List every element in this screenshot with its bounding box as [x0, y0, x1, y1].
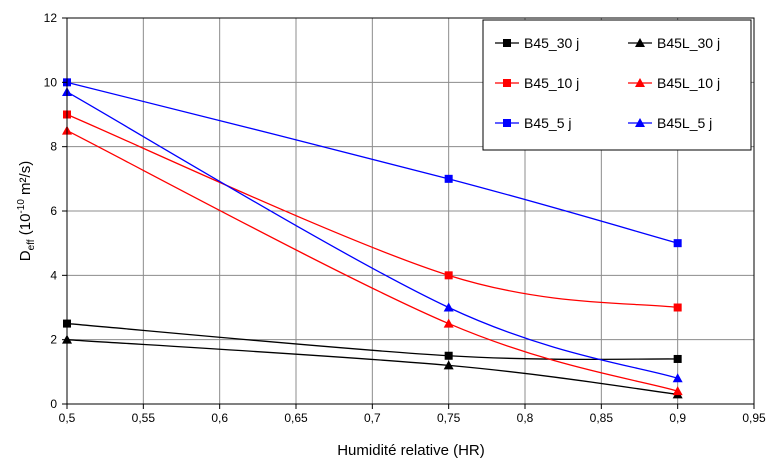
- y-axis-title-sup: -10: [16, 199, 27, 214]
- legend-marker: [635, 78, 645, 87]
- legend-item: B45L_30 j: [628, 35, 720, 51]
- legend-label: B45L_30 j: [657, 35, 720, 51]
- legend-label: B45_10 j: [524, 75, 579, 91]
- data-point: [673, 239, 682, 248]
- x-tick-label: 0,6: [211, 411, 228, 425]
- data-point: [443, 302, 454, 312]
- series-line: [66, 91, 678, 379]
- x-tick-label: 0,75: [437, 411, 461, 425]
- series-group: [62, 78, 683, 399]
- legend-item: B45_30 j: [495, 35, 579, 51]
- tick-labels: 0,5 0,55 0,6 0,65 0,7 0,75 0,8 0,85 0,9 0,95 0 2 4 6 8…: [44, 11, 766, 425]
- legend-marker: [503, 39, 511, 47]
- series-line: [66, 130, 678, 392]
- legend-marker: [635, 38, 645, 47]
- y-tick-label: 6: [50, 204, 57, 218]
- series-line: [66, 81, 678, 244]
- y-axis-title-unit: m²/s): [17, 161, 34, 199]
- y-tick-label: 0: [50, 397, 57, 411]
- legend-marker: [503, 119, 511, 127]
- y-tick-label: 10: [44, 75, 58, 89]
- data-point: [444, 174, 453, 183]
- series-line: [66, 113, 678, 309]
- y-axis-title-main: D: [17, 250, 34, 261]
- legend-marker: [635, 118, 645, 127]
- x-tick-label: 0,5: [59, 411, 76, 425]
- data-point: [443, 318, 454, 328]
- legend-marker: [503, 79, 511, 87]
- data-point: [673, 303, 682, 312]
- x-tick-label: 0,55: [132, 411, 156, 425]
- x-tick-label: 0,8: [517, 411, 534, 425]
- legend-label: B45L_5 j: [657, 115, 712, 131]
- y-axis-title: Deff (10-10 m²/s): [16, 161, 37, 261]
- x-axis-title: Humidité relative (HR): [337, 442, 485, 459]
- y-tick-label: 4: [50, 268, 57, 282]
- legend-label: B45_5 j: [524, 115, 571, 131]
- series-line: [66, 339, 678, 395]
- x-tick-label: 0,65: [284, 411, 308, 425]
- legend-item: B45_5 j: [495, 115, 571, 131]
- legend-item: B45L_5 j: [628, 115, 712, 131]
- data-point: [672, 386, 683, 396]
- data-point: [443, 360, 454, 370]
- legend-item: B45_10 j: [495, 75, 579, 91]
- x-tick-label: 0,9: [669, 411, 686, 425]
- y-axis-title-sub: eff: [26, 239, 37, 250]
- legend-label: B45_30 j: [524, 35, 579, 51]
- legend-label: B45L_10 j: [657, 75, 720, 91]
- series-line: [66, 322, 678, 361]
- x-tick-label: 0,95: [742, 411, 766, 425]
- y-tick-label: 12: [44, 11, 58, 25]
- x-tick-label: 0,7: [364, 411, 381, 425]
- data-point: [444, 351, 453, 360]
- y-tick-label: 2: [50, 333, 57, 347]
- legend: B45_30 j B45L_30 j B45_10 j B45L_10 j B45_5 …: [482, 19, 752, 151]
- y-tick-label: 8: [50, 140, 57, 154]
- data-point: [673, 354, 682, 363]
- legend-box: [482, 19, 752, 151]
- data-point: [672, 373, 683, 383]
- legend-item: B45L_10 j: [628, 75, 720, 91]
- x-tick-label: 0,85: [590, 411, 614, 425]
- y-axis-title-rest: (10: [17, 214, 34, 240]
- data-point: [444, 271, 453, 280]
